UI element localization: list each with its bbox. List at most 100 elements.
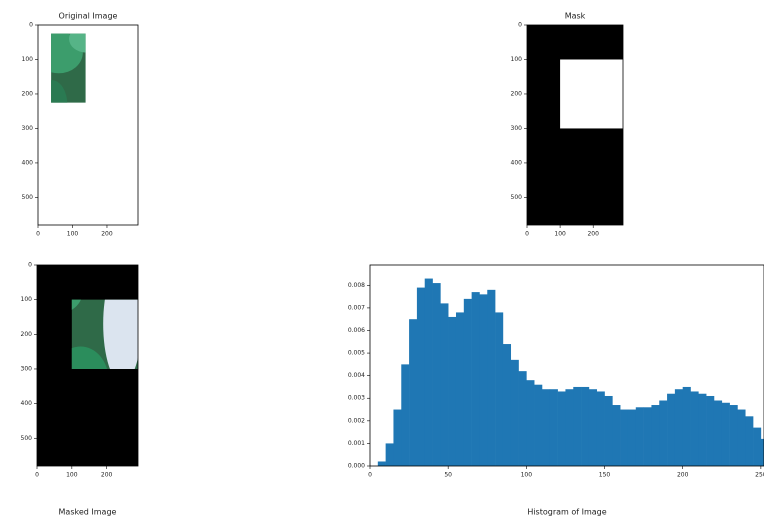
y-tick-label: 100 xyxy=(21,296,33,303)
y-tick-label: 300 xyxy=(22,125,34,132)
bar xyxy=(588,389,598,466)
bar xyxy=(518,371,527,466)
bar xyxy=(393,409,402,466)
bar xyxy=(682,386,691,466)
bar xyxy=(526,380,535,466)
bar xyxy=(440,303,449,466)
chart-title: Original Image xyxy=(59,12,118,21)
bar xyxy=(698,393,707,466)
x-tick-label: 100 xyxy=(67,231,79,238)
y-tick-label: 500 xyxy=(21,435,33,442)
x-tick-label: 250 xyxy=(755,472,764,479)
bar xyxy=(549,389,558,466)
bar xyxy=(510,359,519,466)
bar xyxy=(385,443,394,466)
y-tick-label: 100 xyxy=(22,56,34,63)
y-tick-label: 200 xyxy=(21,331,33,338)
bar xyxy=(690,391,699,466)
bar xyxy=(377,461,386,466)
bar xyxy=(729,405,738,466)
bar xyxy=(596,391,605,466)
x-tick-label: 150 xyxy=(599,472,611,479)
bar xyxy=(541,389,551,466)
bar xyxy=(643,407,652,466)
bar xyxy=(737,409,746,466)
y-tick-label: 0.001 xyxy=(348,440,365,447)
x-tick-label: 50 xyxy=(444,472,452,479)
y-tick-label: 400 xyxy=(21,400,33,407)
chart-title: Mask xyxy=(565,12,586,21)
y-tick-label: 0.008 xyxy=(348,282,365,289)
bar xyxy=(620,409,629,466)
bar xyxy=(627,409,637,466)
bar xyxy=(674,389,683,466)
bar xyxy=(409,319,418,466)
y-tick-label: 300 xyxy=(21,365,33,372)
y-tick-label: 0.004 xyxy=(348,372,365,379)
bar xyxy=(455,312,465,466)
y-tick-label: 300 xyxy=(511,125,523,132)
bar xyxy=(463,298,472,466)
y-tick-label: 100 xyxy=(511,56,523,63)
y-tick-label: 0 xyxy=(28,262,32,269)
y-tick-label: 0.007 xyxy=(348,304,365,311)
x-tick-label: 0 xyxy=(36,231,40,238)
bar xyxy=(557,391,566,466)
photo xyxy=(51,33,86,103)
x-tick-label: 100 xyxy=(554,231,566,238)
bars xyxy=(377,278,764,466)
x-tick-label: 200 xyxy=(677,472,689,479)
x-axis-label: Masked Image xyxy=(59,508,117,517)
bar xyxy=(706,395,715,466)
bar xyxy=(667,393,676,466)
bar xyxy=(401,364,410,466)
bar xyxy=(432,283,441,466)
x-tick-label: 200 xyxy=(101,472,113,479)
axes-frame xyxy=(369,264,764,467)
bar xyxy=(760,438,764,466)
bar xyxy=(502,344,512,466)
x-tick-label: 100 xyxy=(66,472,78,479)
bar xyxy=(604,395,613,466)
x-axis-label: Histogram of Image xyxy=(527,508,606,517)
bar xyxy=(635,407,644,466)
axes-frame xyxy=(36,264,139,467)
y-tick-label: 0.003 xyxy=(348,395,365,402)
y-tick-label: 200 xyxy=(511,90,523,97)
x-tick-label: 0 xyxy=(525,231,529,238)
y-tick-label: 0.005 xyxy=(348,350,365,357)
bar xyxy=(581,386,590,466)
y-tick-label: 0.006 xyxy=(348,327,365,334)
bar xyxy=(721,402,730,466)
y-tick-label: 400 xyxy=(22,159,34,166)
y-tick-label: 400 xyxy=(511,159,523,166)
bar xyxy=(424,278,433,466)
bar xyxy=(753,427,762,466)
y-tick-label: 0 xyxy=(29,22,33,29)
x-tick-label: 0 xyxy=(368,472,372,479)
bar xyxy=(612,405,621,466)
bar xyxy=(573,386,582,466)
x-tick-label: 200 xyxy=(587,231,599,238)
bar xyxy=(416,287,426,466)
axes-frame xyxy=(37,24,139,226)
bar xyxy=(534,384,543,466)
bar xyxy=(713,400,723,466)
bar xyxy=(565,389,574,466)
bar xyxy=(745,416,754,466)
y-tick-label: 0 xyxy=(518,22,522,29)
mask-region xyxy=(560,59,623,129)
y-tick-label: 0.000 xyxy=(348,463,365,470)
x-tick-label: 100 xyxy=(521,472,533,479)
bar xyxy=(448,316,457,466)
bar xyxy=(471,292,480,466)
axes-frame xyxy=(526,24,624,226)
bar xyxy=(479,294,488,466)
bar xyxy=(651,405,660,466)
y-tick-label: 0.002 xyxy=(348,417,365,424)
bar xyxy=(495,312,504,466)
y-tick-label: 500 xyxy=(511,194,523,201)
bar xyxy=(487,289,496,466)
bar xyxy=(659,400,668,466)
